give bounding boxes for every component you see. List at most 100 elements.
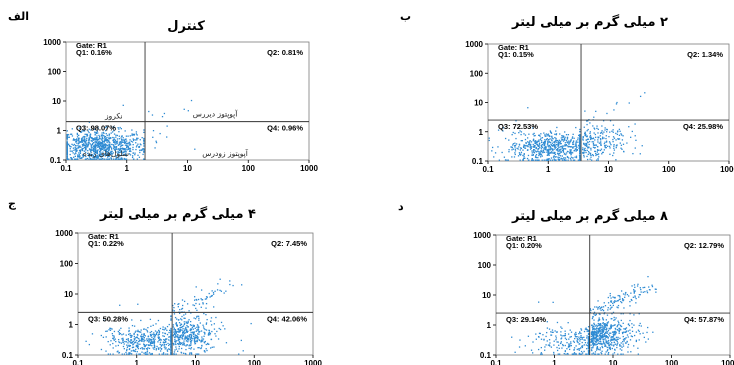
event-dot — [598, 142, 601, 144]
event-dot — [121, 152, 124, 154]
event-dot — [628, 126, 630, 128]
event-dot — [615, 159, 617, 161]
event-dot — [190, 353, 193, 355]
event-dot — [128, 148, 130, 150]
event-dot — [100, 158, 102, 160]
event-dot — [573, 347, 576, 349]
event-dot — [597, 342, 599, 344]
event-dot — [150, 334, 153, 337]
event-dot — [177, 331, 179, 333]
event-dot — [200, 330, 203, 332]
event-dot — [117, 150, 119, 152]
event-dot — [77, 147, 79, 149]
event-dot — [520, 140, 522, 142]
event-dot — [567, 353, 569, 355]
event-dot — [105, 151, 107, 154]
event-dot — [129, 147, 131, 149]
event-dot — [614, 343, 616, 345]
event-dot — [551, 140, 553, 142]
event-dot — [559, 140, 562, 142]
event-dot — [553, 151, 555, 154]
event-dot — [92, 158, 95, 160]
event-dot — [568, 345, 570, 348]
event-dot — [612, 333, 614, 336]
event-dot — [90, 145, 92, 147]
event-dot — [211, 346, 213, 348]
event-dot — [553, 351, 555, 354]
event-dot — [123, 150, 125, 153]
event-dot — [596, 153, 598, 156]
event-dot — [189, 320, 192, 323]
event-dot — [611, 347, 613, 350]
event-dot — [598, 331, 600, 333]
event-dot — [514, 146, 516, 148]
event-dot — [533, 135, 535, 137]
event-dot — [77, 140, 79, 142]
event-dot — [596, 325, 599, 327]
event-dot — [96, 130, 98, 132]
event-dot — [568, 145, 570, 148]
event-dot — [96, 150, 99, 152]
event-dot — [209, 334, 211, 336]
event-dot — [180, 328, 182, 331]
event-dot — [200, 347, 203, 349]
event-dot — [551, 331, 553, 333]
event-dot — [105, 330, 107, 333]
event-dot — [185, 340, 188, 342]
event-dot — [587, 326, 590, 328]
event-dot — [87, 142, 89, 144]
plot-frame — [77, 232, 314, 356]
event-dot — [613, 324, 615, 326]
event-dot — [597, 320, 599, 322]
event-dot — [604, 129, 606, 131]
quadrant-label-q4: Q4: 25.98% — [683, 122, 723, 131]
event-dot — [576, 149, 579, 151]
event-dot — [613, 330, 615, 333]
event-dot — [519, 339, 521, 341]
event-dot — [611, 318, 613, 320]
event-dot — [90, 140, 92, 142]
event-dot — [565, 139, 568, 142]
event-dot — [631, 323, 633, 325]
event-dot — [575, 150, 577, 152]
event-dot — [208, 292, 210, 295]
event-dot — [232, 284, 234, 287]
x-tick-label: 1000 — [304, 359, 322, 365]
event-dot — [183, 300, 186, 303]
event-dot — [170, 335, 172, 337]
event-dot — [112, 141, 115, 143]
event-dot — [86, 157, 88, 160]
event-dot — [112, 158, 115, 160]
event-dot — [72, 147, 75, 149]
event-dot — [66, 145, 68, 147]
event-dot — [557, 143, 559, 145]
event-dot — [555, 331, 558, 333]
event-dot — [220, 321, 223, 324]
event-dot — [131, 141, 134, 143]
x-tick-label: 1000 — [720, 165, 734, 174]
event-dot — [154, 335, 156, 337]
event-dot — [587, 138, 589, 141]
event-dot — [545, 145, 547, 148]
event-dot — [567, 145, 569, 148]
event-dot — [625, 291, 627, 294]
event-dot — [112, 347, 114, 349]
event-dot — [119, 341, 121, 344]
event-dot — [119, 147, 121, 150]
event-dot — [96, 142, 98, 145]
event-dot — [158, 337, 160, 339]
event-dot — [540, 137, 542, 139]
event-dot — [519, 154, 522, 156]
event-dot — [201, 299, 203, 301]
event-dot — [587, 333, 590, 335]
event-dot — [544, 147, 546, 149]
event-dot — [554, 159, 556, 161]
event-dot — [575, 126, 577, 129]
event-dot — [130, 150, 132, 153]
event-dot — [572, 140, 575, 142]
event-dot — [91, 158, 93, 160]
event-dot — [67, 136, 69, 138]
event-dot — [99, 149, 102, 152]
event-dot — [537, 148, 539, 150]
event-dot — [150, 335, 152, 337]
